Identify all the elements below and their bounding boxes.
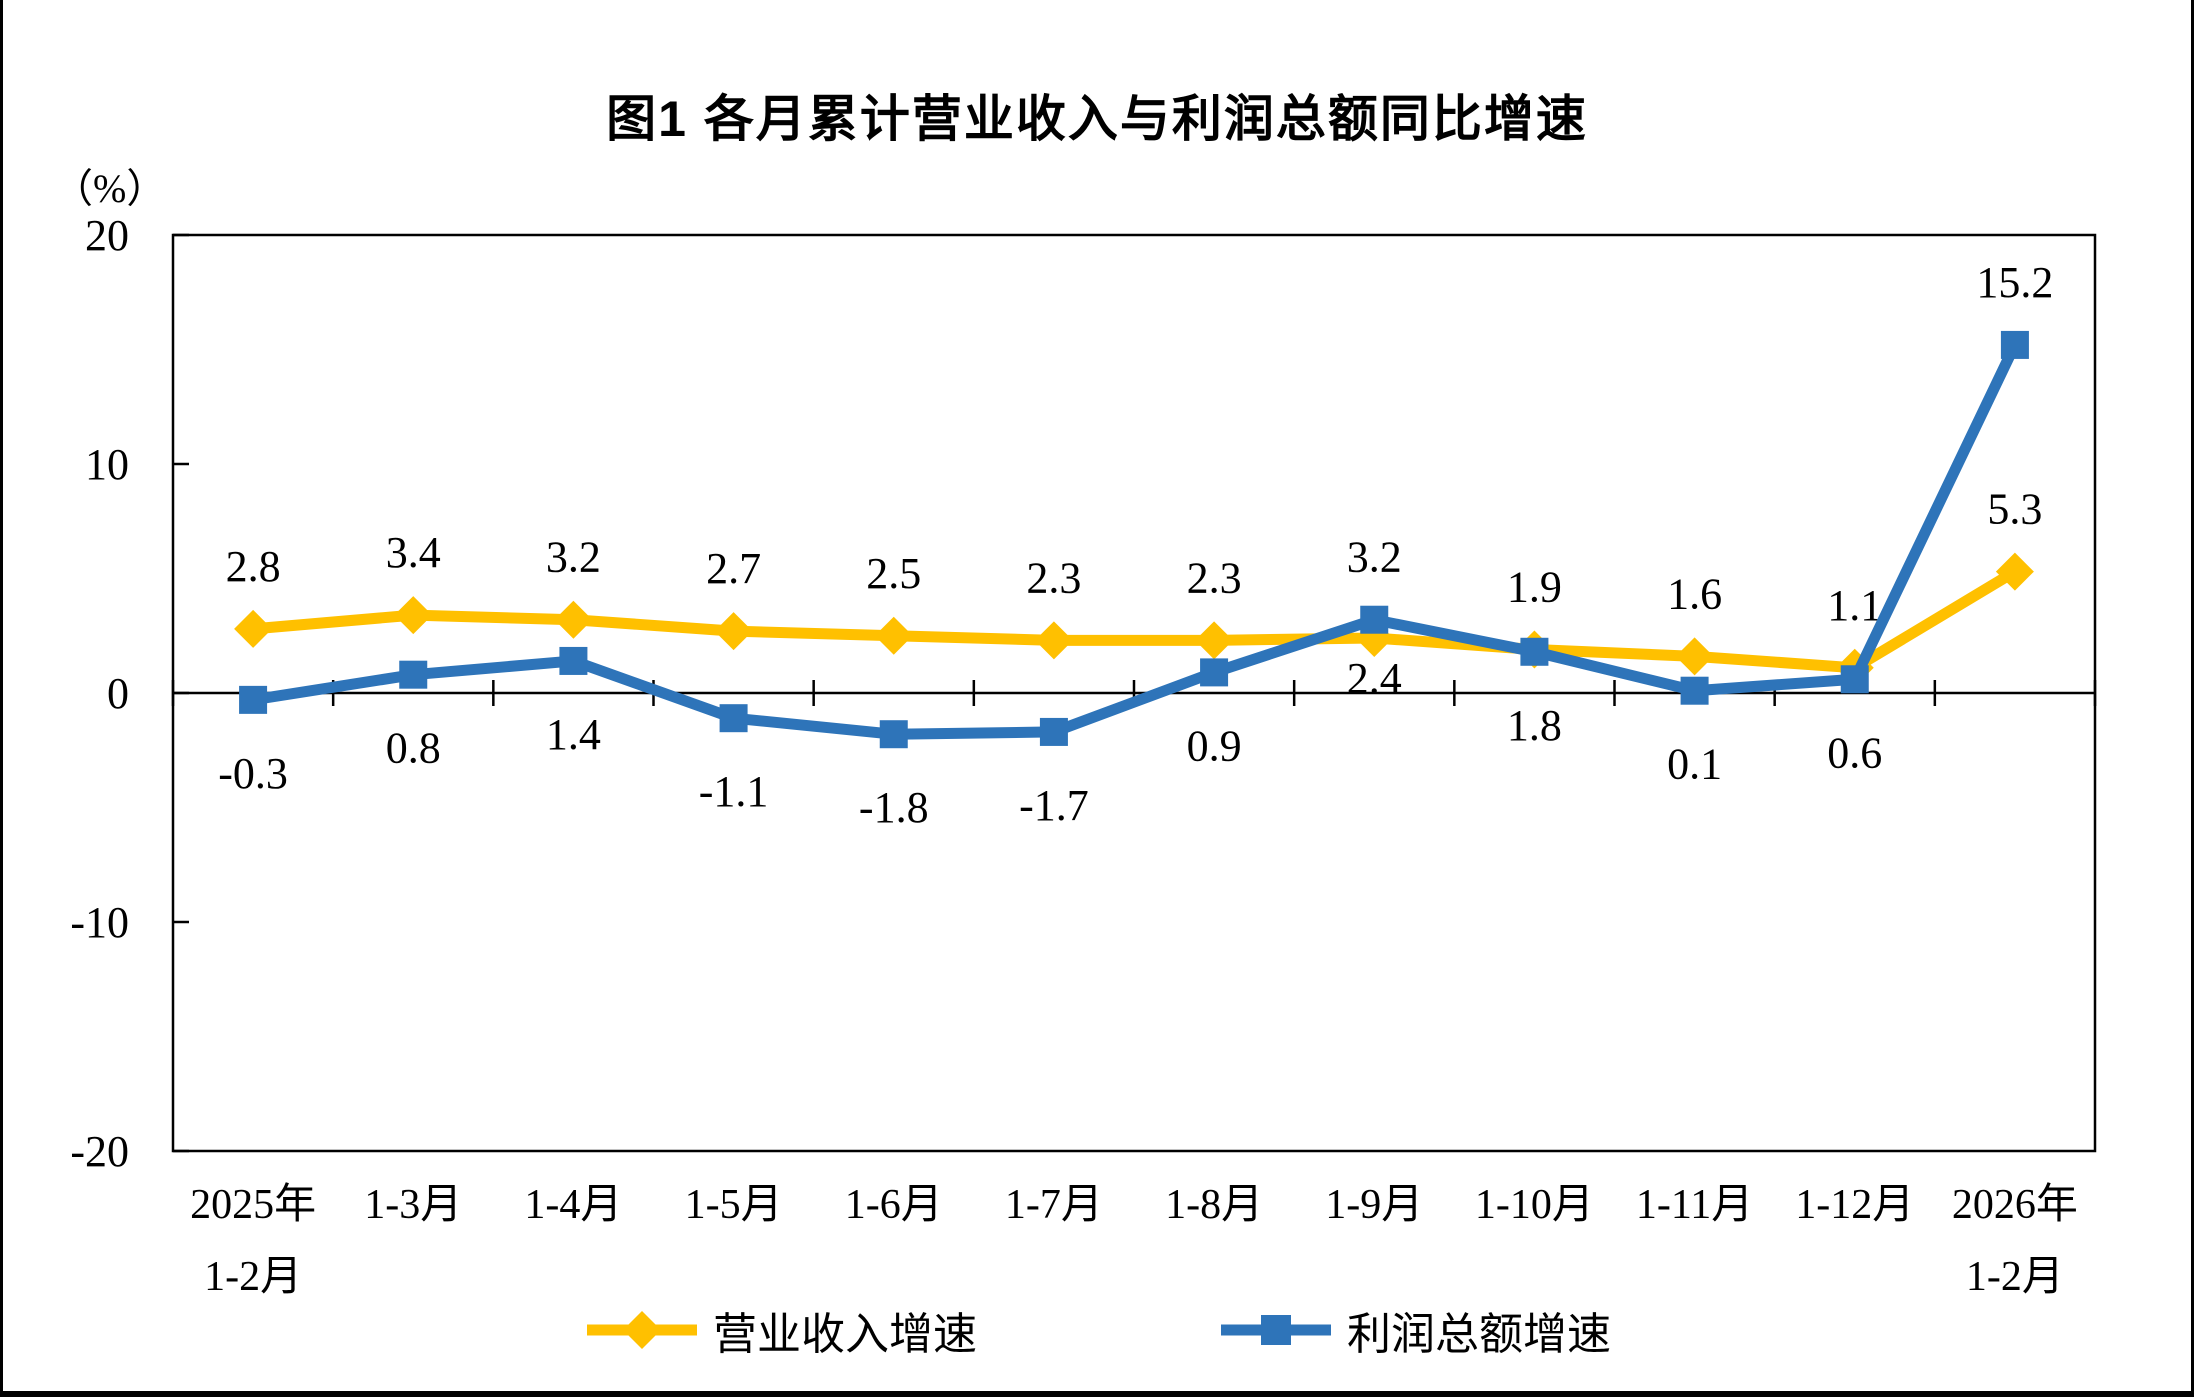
x-tick-label: 1-8月 [1165,1182,1263,1228]
x-tick-label: 1-3月 [364,1182,462,1228]
legend-label-profit: 利润总额增速 [1347,1310,1611,1359]
data-label: 15.2 [1976,258,2053,307]
series-profit [239,330,2029,749]
data-label: 2.3 [1026,553,1081,602]
data-label: 0.6 [1827,728,1882,777]
x-tick-label: 1-11月 [1636,1182,1753,1228]
data-label: 3.2 [546,533,601,582]
chart-title: 图1 各月累计营业收入与利润总额同比增速 [606,91,1588,147]
data-label: 1.1 [1827,581,1882,630]
diamond-marker-icon [1995,552,2034,591]
x-tick-label: 1-4月 [524,1182,622,1228]
square-marker-icon [879,720,908,749]
revenue-series-marker-icon [587,1311,697,1349]
y-tick-label: 20 [85,211,129,260]
data-label: 0.1 [1667,740,1722,789]
data-label: -1.8 [859,783,929,832]
square-marker-icon [239,685,268,714]
x-tick-label: 1-2月 [204,1254,302,1300]
series-data-labels: 2.8 3.4 3.2 2.7 2.5 2.3 2.3 2.4 1.9 1.6 1.1 5.3 [226,485,2043,703]
data-label: 0.8 [386,724,441,773]
diamond-marker-icon [1675,637,1714,676]
square-marker-icon [1520,637,1549,666]
data-label: 1.9 [1507,562,1562,611]
y-axis-unit-label: （%） [53,166,167,211]
diamond-marker-icon [234,609,273,648]
data-label: -1.1 [699,767,769,816]
x-tick-label: 1-2月 [1966,1254,2064,1300]
data-label: 2.3 [1187,553,1242,602]
square-marker-icon [2000,330,2029,359]
x-tick-label: 1-10月 [1475,1182,1594,1228]
y-tick-label: 10 [85,440,129,489]
series-line [247,339,2021,740]
x-tick-label: 1-12月 [1795,1182,1914,1228]
diamond-marker-icon [874,616,913,655]
x-axis-labels: 2025年 1-2月 1-3月 1-4月 1-5月 1-6月 1-7月 1-8月 1-9月 1-1… [190,1181,2078,1300]
diamond-marker-icon [394,596,433,635]
y-tick-label: 0 [107,669,129,718]
data-label: -1.7 [1019,781,1089,830]
data-label: 2.5 [866,549,921,598]
data-label: 1.8 [1507,701,1562,750]
diamond-marker-icon [1195,621,1234,660]
y-axis: 20 10 0 -10 -20 [70,211,189,1176]
diamond-marker-icon [714,612,753,651]
square-marker-icon [1039,717,1068,746]
profit-series-marker-icon [1221,1315,1331,1345]
legend: 营业收入增速 利润总额增速 [3,1298,2191,1362]
square-marker-icon [719,704,748,733]
x-tick-label: 2026年 [1952,1181,2078,1228]
diamond-marker-icon [1034,621,1073,660]
data-label: 2.7 [706,544,761,593]
x-tick-label: 1-6月 [845,1182,943,1228]
x-tick-label: 2025年 [190,1181,316,1228]
series-data-labels: -0.3 0.8 1.4 -1.1 -1.8 -1.7 0.9 3.2 1.8 0.1 0.6 15.… [218,258,2053,832]
x-tick-label: 1-9月 [1325,1182,1423,1228]
y-tick-label: -10 [70,898,129,947]
data-label: 0.9 [1187,721,1242,770]
diamond-marker-icon [554,600,593,639]
square-marker-icon [1360,605,1389,634]
chart-plot-area: 20 10 0 -10 -20 2025年 1-2月 1-3月 1-4月 1-5月 1-6月 1-7月… [70,211,2097,1300]
legend-item-profit: 利润总额增速 [1217,1298,1611,1362]
square-marker-icon [559,646,588,675]
series-line [247,566,2021,674]
data-label: 1.4 [546,710,601,759]
data-label: 3.4 [386,528,441,577]
data-label: 3.2 [1347,533,1402,582]
data-label: 5.3 [1987,485,2042,534]
data-label: 2.8 [226,542,281,591]
x-tick-label: 1-5月 [685,1182,783,1228]
y-tick-label: -20 [70,1127,129,1176]
data-label: 2.4 [1347,654,1402,703]
data-label: 1.6 [1667,569,1722,618]
data-label: -0.3 [218,749,288,798]
x-axis [171,680,2097,706]
square-marker-icon [1680,676,1709,705]
square-marker-icon [1840,665,1869,694]
square-marker-icon [399,660,428,689]
x-tick-label: 1-7月 [1005,1182,1103,1228]
square-marker-icon [1200,658,1229,687]
legend-label-revenue: 营业收入增速 [713,1310,977,1359]
legend-item-revenue: 营业收入增速 [583,1298,977,1362]
